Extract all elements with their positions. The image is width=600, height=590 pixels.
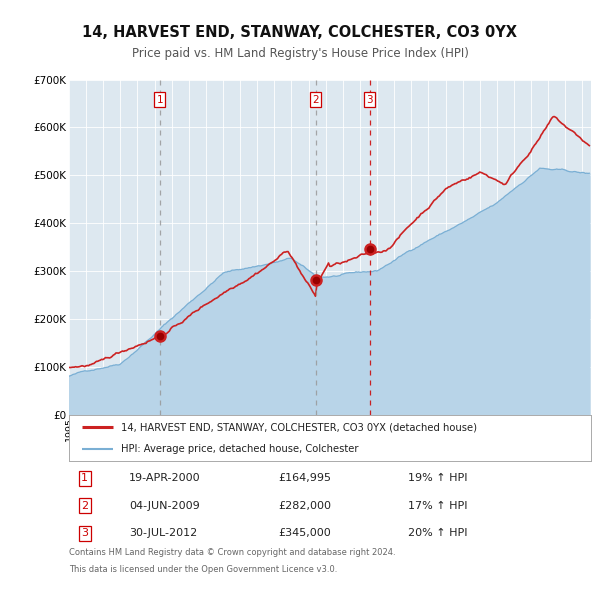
Text: Price paid vs. HM Land Registry's House Price Index (HPI): Price paid vs. HM Land Registry's House … (131, 47, 469, 60)
Text: 17% ↑ HPI: 17% ↑ HPI (409, 501, 468, 511)
Text: £282,000: £282,000 (278, 501, 331, 511)
Text: 14, HARVEST END, STANWAY, COLCHESTER, CO3 0YX: 14, HARVEST END, STANWAY, COLCHESTER, CO… (83, 25, 517, 40)
Text: 3: 3 (367, 95, 373, 105)
Text: 19-APR-2000: 19-APR-2000 (129, 473, 200, 483)
Text: HPI: Average price, detached house, Colchester: HPI: Average price, detached house, Colc… (121, 444, 359, 454)
Text: £164,995: £164,995 (278, 473, 331, 483)
Text: 20% ↑ HPI: 20% ↑ HPI (409, 529, 468, 539)
Text: 1: 1 (157, 95, 163, 105)
Text: 14, HARVEST END, STANWAY, COLCHESTER, CO3 0YX (detached house): 14, HARVEST END, STANWAY, COLCHESTER, CO… (121, 422, 477, 432)
Text: 04-JUN-2009: 04-JUN-2009 (129, 501, 200, 511)
Text: 3: 3 (81, 529, 88, 539)
Text: 30-JUL-2012: 30-JUL-2012 (129, 529, 197, 539)
Text: 1: 1 (81, 473, 88, 483)
Text: £345,000: £345,000 (278, 529, 331, 539)
Text: 19% ↑ HPI: 19% ↑ HPI (409, 473, 468, 483)
Text: Contains HM Land Registry data © Crown copyright and database right 2024.: Contains HM Land Registry data © Crown c… (69, 548, 395, 557)
Text: 2: 2 (313, 95, 319, 105)
Text: 2: 2 (81, 501, 88, 511)
Text: This data is licensed under the Open Government Licence v3.0.: This data is licensed under the Open Gov… (69, 565, 337, 573)
